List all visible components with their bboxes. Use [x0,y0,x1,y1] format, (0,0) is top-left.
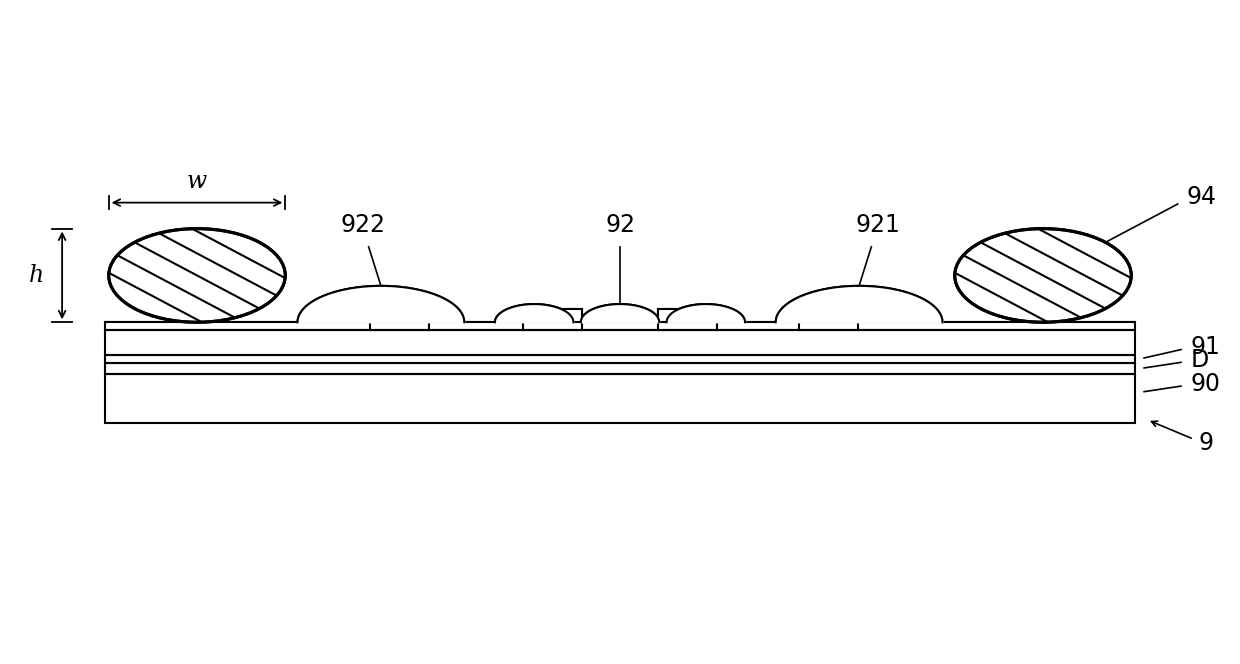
Bar [370,309,429,330]
Bar [105,374,1135,423]
Bar [523,309,582,330]
Bar [658,309,717,330]
Bar [105,374,1135,423]
Text: h: h [29,264,43,287]
Circle shape [109,228,285,322]
Text: 9: 9 [1199,430,1214,455]
Bar [105,322,1135,330]
Bar [105,355,1135,363]
Text: 94: 94 [1187,185,1216,209]
Circle shape [955,228,1131,322]
Bar [105,330,1135,355]
Text: w: w [187,170,207,193]
Bar [105,355,1135,363]
Bar [105,363,1135,374]
Text: 921: 921 [856,213,900,237]
Bar [105,322,1135,330]
Bar [658,309,717,330]
Bar [105,330,1135,355]
Text: FIG.1: FIG.1 [569,523,671,557]
Bar [799,309,858,330]
Text: 90: 90 [1190,372,1220,396]
Bar [523,309,582,330]
Text: 91: 91 [1190,335,1220,359]
Text: 922: 922 [340,213,384,237]
Bar [105,363,1135,374]
Bar [799,309,858,330]
Bar [370,309,429,330]
Bar [93,322,1147,657]
Text: 92: 92 [605,213,635,237]
Text: PRIOR ART: PRIOR ART [515,582,725,616]
Text: D: D [1190,348,1209,372]
